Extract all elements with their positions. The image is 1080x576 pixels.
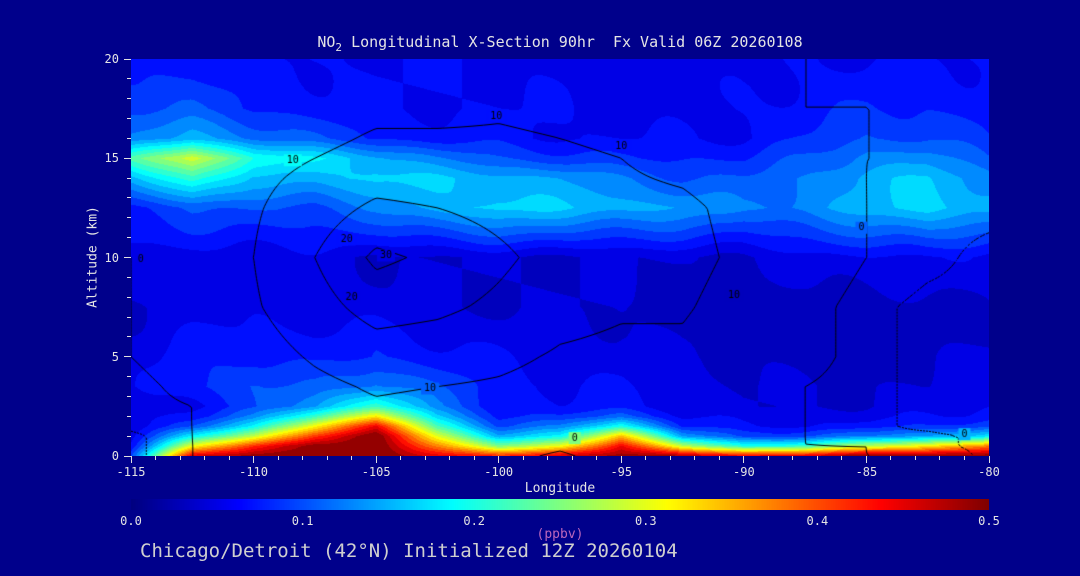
x-tick-label: -95: [610, 465, 633, 479]
colorbar-tick-label: 0.1: [291, 514, 314, 528]
y-tick: [124, 257, 131, 258]
x-tick: [816, 456, 818, 460]
x-tick: [841, 456, 843, 460]
x-tick: [571, 456, 573, 460]
colorbar-tick-label: 0.3: [634, 514, 657, 528]
x-tick: [277, 456, 279, 460]
x-tick: [522, 456, 524, 460]
y-tick-label: 0: [111, 449, 119, 463]
plot-title-subscript: 2: [335, 41, 343, 54]
x-tick: [669, 456, 671, 460]
y-tick-label: 20: [104, 52, 119, 66]
x-tick: [449, 456, 451, 460]
x-tick: [694, 456, 696, 460]
x-tick: [547, 456, 549, 460]
colorbar-canvas: [131, 499, 989, 510]
colorbar-tick-label: 0.5: [978, 514, 1000, 528]
x-tick: [424, 456, 426, 460]
x-tick: [498, 456, 500, 463]
initialization-caption: Chicago/Detroit (42°N) Initialized 12Z 2…: [140, 540, 678, 562]
y-tick-label: 5: [111, 349, 119, 364]
x-tick-label: -100: [484, 465, 514, 479]
x-tick: [865, 456, 867, 463]
colorbar-tick-label: 0.0: [120, 514, 142, 528]
colorbar-units-label: (ppbv): [536, 527, 584, 542]
x-tick: [767, 456, 769, 460]
x-tick: [988, 456, 990, 463]
x-tick: [939, 456, 941, 460]
x-tick: [914, 456, 916, 460]
x-tick: [792, 456, 794, 460]
x-tick: [473, 456, 475, 460]
x-tick: [155, 456, 156, 460]
y-tick: [124, 455, 131, 457]
plot-title-prefix: NO: [317, 33, 336, 51]
x-tick: [890, 456, 892, 460]
x-axis-label: Longitude: [524, 481, 596, 496]
y-tick: [124, 356, 131, 358]
plot-title-rest: Longitudinal X-Section 90hr Fx Valid 06Z…: [342, 33, 803, 51]
x-tick-label: -105: [361, 465, 391, 479]
y-tick: [124, 58, 131, 60]
y-axis-label: Altitude (km): [85, 206, 101, 308]
colorbar-tick-label: 0.4: [806, 514, 829, 528]
x-tick-label: -90: [733, 465, 755, 479]
x-tick: [204, 456, 206, 460]
x-tick: [326, 456, 328, 460]
plot-title: NO2 Longitudinal X-Section 90hr Fx Valid…: [131, 33, 989, 54]
x-tick: [253, 456, 255, 463]
x-tick: [718, 456, 720, 460]
x-tick: [130, 456, 132, 463]
x-tick: [302, 456, 304, 460]
x-tick: [596, 456, 598, 460]
x-tick-label: -80: [978, 465, 1000, 479]
x-tick-label: -85: [855, 465, 878, 479]
x-tick-label: -110: [239, 465, 269, 479]
x-tick: [179, 456, 181, 460]
x-tick: [645, 456, 647, 460]
x-tick: [400, 456, 402, 460]
cross-section-heatmap-canvas: [131, 59, 989, 456]
colorbar-tick-label: 0.2: [463, 514, 486, 528]
y-tick: [124, 157, 131, 159]
x-tick: [351, 456, 353, 460]
x-tick: [228, 456, 230, 460]
y-tick-label: 15: [104, 151, 119, 166]
x-tick: [963, 456, 965, 460]
x-tick-label: -115: [116, 465, 146, 479]
x-tick: [620, 456, 622, 463]
x-tick: [375, 456, 377, 463]
x-tick: [743, 456, 745, 463]
